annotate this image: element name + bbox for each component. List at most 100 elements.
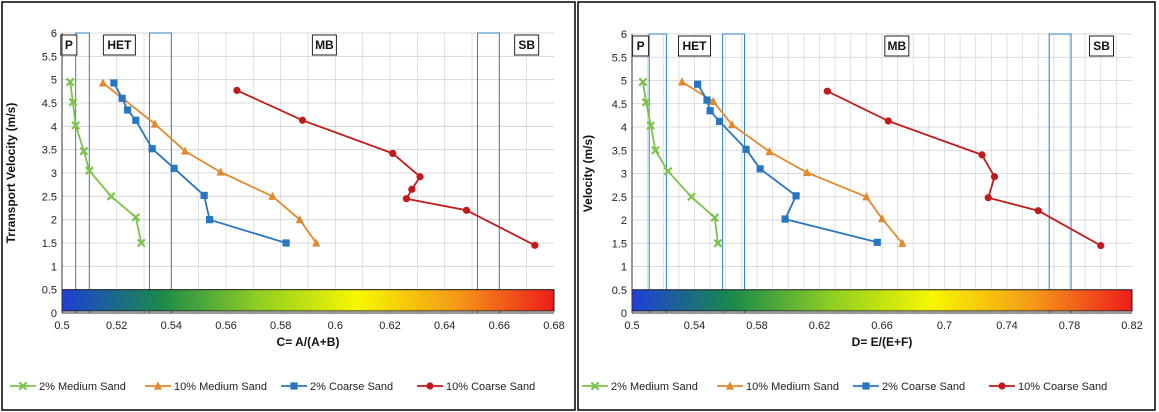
data-point [98, 78, 108, 87]
region-label: HET [683, 39, 708, 53]
gridlines [632, 33, 1132, 314]
x-tick-label: 0.54 [684, 320, 705, 332]
x-tick-label: 0.78 [1059, 320, 1080, 332]
data-point [823, 87, 831, 95]
data-point [65, 77, 75, 87]
data-point [416, 173, 424, 181]
y-tick-label: 4 [621, 122, 627, 134]
region-label: HET [107, 38, 132, 52]
data-point [862, 192, 871, 201]
region-label: SB [518, 38, 535, 52]
data-point [389, 149, 397, 157]
region-label-box [311, 34, 337, 56]
region-label: SB [1093, 39, 1110, 53]
region-label: MB [888, 39, 907, 53]
data-point [462, 206, 471, 214]
series-line [681, 81, 903, 244]
legend-item: 10% Coarse Sand [417, 381, 535, 393]
y-tick-label: 3 [621, 169, 627, 181]
y-tick-label: 1.5 [612, 238, 627, 250]
legend-marker [998, 382, 1006, 390]
data-point [68, 97, 78, 107]
y-tick-label: 6 [51, 28, 57, 40]
data-point [282, 239, 290, 247]
legend-item: 2% Medium Sand [10, 381, 126, 393]
data-point [1097, 241, 1105, 250]
x-tick-label: 0.56 [215, 320, 236, 332]
y-tick-label: 1 [621, 262, 627, 274]
region-label-box [60, 34, 78, 56]
data-point [233, 86, 241, 94]
legend-item: 2% Coarse Sand [281, 381, 393, 393]
y-tick-label: 5.5 [42, 51, 57, 63]
x-tick-label: 0.62 [379, 320, 400, 332]
x-tick-label: 0.74 [996, 320, 1017, 332]
legend-item: 2% Coarse Sand [853, 381, 965, 393]
region-label: MB [315, 38, 334, 52]
x-axis-title: D= E/(E+F) [852, 335, 913, 349]
data-point [706, 107, 714, 115]
legend-marker [18, 381, 28, 391]
series-3 [694, 80, 881, 246]
x-tick-label: 0.58 [270, 320, 291, 332]
data-point [873, 238, 881, 246]
regime-colorbar [631, 289, 1133, 312]
series-line [236, 89, 536, 247]
x-axis-title: C= A/(A+B) [277, 335, 340, 349]
series-1 [65, 77, 146, 248]
y-tick-label: 5.5 [612, 52, 627, 64]
y-tick-label: 4 [51, 121, 57, 133]
data-point [703, 96, 711, 104]
data-point [148, 145, 156, 153]
legend-label: 10% Medium Sand [174, 381, 267, 393]
data-point [898, 238, 907, 247]
y-tick-label: 2 [51, 215, 57, 227]
y-tick-label: 5 [51, 75, 57, 87]
legend-item: 2% Medium Sand [582, 381, 698, 393]
data-point [216, 167, 225, 176]
y-axis-title: Velocity (m/s) [581, 135, 595, 212]
region-label-box [632, 35, 650, 57]
legend-marker [426, 382, 434, 390]
x-tick-label: 0.66 [489, 320, 510, 332]
data-point [312, 238, 321, 247]
legend-label: 10% Coarse Sand [446, 381, 535, 393]
data-point [402, 195, 410, 203]
data-point [686, 192, 696, 202]
data-point [884, 117, 892, 125]
x-tick-label: 0.66 [871, 320, 892, 332]
y-axis-title: Trransport Velocity (m/s) [4, 103, 18, 244]
y-tick-label: 0.5 [612, 285, 627, 297]
data-point [646, 121, 656, 130]
legend-item: 10% Medium Sand [145, 381, 267, 393]
series-4 [823, 87, 1105, 250]
x-tick-label: 0.7 [937, 320, 952, 332]
data-point [792, 192, 800, 200]
data-point [641, 97, 651, 107]
legend-marker [862, 382, 870, 390]
region-label-box [514, 34, 540, 56]
data-point [110, 79, 118, 87]
data-point [106, 191, 116, 201]
data-point [984, 194, 992, 202]
data-point [727, 120, 737, 129]
series-2 [677, 77, 907, 247]
y-tick-label: 0.5 [42, 285, 57, 297]
legend-marker [153, 381, 163, 390]
y-tick-label: 2 [621, 215, 627, 227]
y-tick-label: 2.5 [612, 192, 627, 204]
data-point [200, 191, 208, 199]
data-point [298, 116, 307, 124]
y-tick-label: 2.5 [42, 191, 57, 203]
legend-label: 2% Coarse Sand [310, 381, 393, 393]
data-point [150, 119, 160, 128]
legend: 2% Medium Sand 10% Medium Sand 2% Coarse S… [582, 381, 1107, 393]
x-tick-label: 0.54 [161, 320, 182, 332]
data-point [709, 96, 718, 106]
data-point [124, 106, 132, 114]
data-point [694, 80, 702, 88]
data-point [206, 216, 214, 224]
data-point [715, 117, 724, 126]
